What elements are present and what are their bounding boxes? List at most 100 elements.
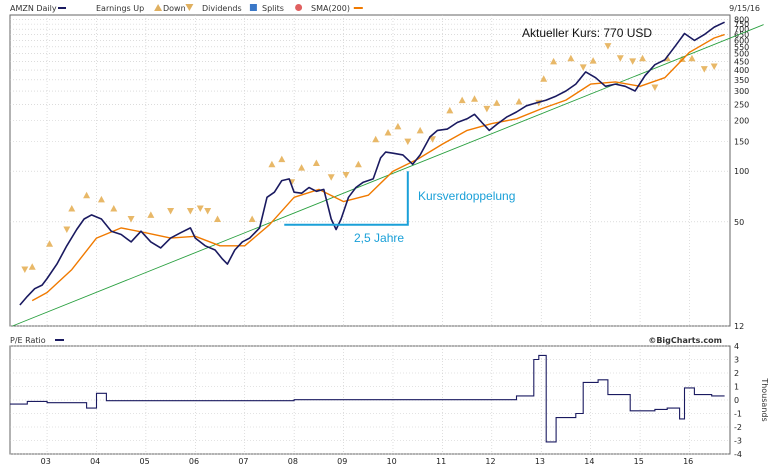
earnings-down-marker bbox=[21, 266, 29, 274]
earnings-up-marker bbox=[298, 164, 306, 171]
earnings-down-marker bbox=[579, 64, 587, 71]
price-line bbox=[19, 21, 725, 306]
price-panel-frame bbox=[9, 14, 731, 327]
period-label: 2,5 Jahre bbox=[354, 231, 404, 245]
earnings-up-marker bbox=[214, 215, 222, 222]
y-tick-label: 250 bbox=[734, 100, 749, 109]
pe-y-tick-label: 4 bbox=[734, 342, 739, 351]
earnings-up-marker bbox=[248, 215, 256, 222]
earnings-up-marker bbox=[493, 99, 501, 106]
legend-label: Splits bbox=[262, 4, 284, 13]
earnings-up-marker bbox=[639, 54, 647, 62]
earnings-up-marker bbox=[97, 195, 105, 203]
x-tick-label: 03 bbox=[41, 457, 51, 466]
x-tick-label: 10 bbox=[387, 457, 397, 466]
pe-panel: P/E Ratio ©BigCharts.com -4 -3 -2 -1 0 1 2 3 4 T… bbox=[9, 336, 769, 459]
earnings-down-marker bbox=[700, 66, 708, 73]
earnings-up-marker bbox=[446, 106, 454, 114]
x-tick-label: 15 bbox=[634, 457, 644, 466]
earnings-up-marker bbox=[83, 191, 91, 199]
pe-y-axis: -4 -3 -2 -1 0 1 2 3 4 bbox=[734, 342, 742, 459]
earnings-down-marker bbox=[483, 105, 491, 113]
earnings-down-marker bbox=[186, 207, 194, 215]
pe-y-tick-label: -3 bbox=[734, 437, 742, 446]
earnings-up-marker bbox=[471, 95, 479, 102]
triangle-up-icon bbox=[154, 4, 163, 11]
chart-date: 9/15/16 bbox=[729, 4, 760, 13]
pe-y-tick-label: -4 bbox=[734, 450, 742, 459]
y-tick-label: 550 bbox=[734, 43, 749, 52]
earnings-up-marker bbox=[394, 122, 402, 130]
x-tick-label: 09 bbox=[337, 457, 347, 466]
earnings-up-marker bbox=[540, 75, 548, 82]
legend: Earnings Up Down Dividends Splits SMA(200) bbox=[96, 4, 363, 13]
earnings-down-marker bbox=[629, 58, 637, 65]
pe-y-tick-label: -2 bbox=[734, 423, 742, 432]
x-tick-label: 04 bbox=[90, 457, 100, 466]
pe-line bbox=[10, 354, 725, 443]
earnings-up-marker bbox=[567, 54, 575, 62]
y-tick-label: 700 bbox=[734, 25, 749, 34]
earnings-down-marker bbox=[342, 171, 350, 179]
earnings-up-marker bbox=[384, 128, 392, 136]
pe-y-tick-label: 0 bbox=[734, 396, 739, 405]
x-tick-label: 06 bbox=[189, 457, 199, 466]
price-panel: 12 50 100 150 200 250 300 350400450500550600650… bbox=[9, 14, 764, 331]
y-tick-label: 350 bbox=[734, 76, 749, 85]
x-axis: 03 04 05 06 07 08 09 10 11 12 13 14 15 16 bbox=[41, 457, 694, 466]
earnings-down-marker bbox=[327, 174, 335, 181]
earnings-down-marker bbox=[196, 205, 204, 213]
price-grid bbox=[10, 15, 730, 327]
pe-title: P/E Ratio bbox=[10, 336, 46, 345]
y-tick-label: 400 bbox=[734, 66, 749, 75]
y-tick-label: 200 bbox=[734, 117, 749, 126]
symbol-label: AMZN Daily bbox=[10, 4, 57, 13]
earnings-up-marker bbox=[372, 135, 380, 143]
earnings-down-marker bbox=[710, 63, 718, 70]
legend-label: Earnings Up bbox=[96, 4, 144, 13]
pe-grid bbox=[10, 345, 730, 455]
legend-label: SMA(200) bbox=[311, 4, 350, 13]
y-tick-label: 12 bbox=[734, 322, 744, 331]
pe-y-tick-label: 3 bbox=[734, 356, 739, 365]
y-tick-label: 100 bbox=[734, 167, 749, 176]
brand-label: ©BigCharts.com bbox=[648, 336, 722, 345]
earnings-down-marker bbox=[651, 84, 659, 91]
legend-label: Dividends bbox=[202, 4, 242, 13]
earnings-down-marker bbox=[616, 55, 624, 62]
x-tick-label: 05 bbox=[140, 457, 150, 466]
earnings-up-marker bbox=[110, 205, 118, 212]
pe-series-group bbox=[10, 354, 725, 443]
earnings-up-marker bbox=[268, 160, 276, 168]
x-tick-label: 16 bbox=[683, 457, 693, 466]
doubling-label: Kursverdoppelung bbox=[418, 189, 515, 203]
x-tick-label: 11 bbox=[436, 457, 446, 466]
earnings-down-marker bbox=[604, 43, 612, 50]
pe-units-label: Thousands bbox=[760, 377, 769, 421]
y-tick-label: 800 bbox=[734, 15, 749, 24]
pe-y-tick-label: 2 bbox=[734, 369, 739, 378]
y-tick-label: 150 bbox=[734, 138, 749, 147]
earnings-down-marker bbox=[404, 138, 412, 146]
earnings-down-marker bbox=[127, 215, 135, 223]
earnings-up-marker bbox=[354, 160, 362, 168]
split-circle-icon bbox=[295, 4, 303, 11]
earnings-up-marker bbox=[688, 54, 696, 62]
pe-y-tick-label: 1 bbox=[734, 383, 739, 392]
earnings-up-marker bbox=[515, 97, 523, 105]
triangle-down-icon bbox=[185, 4, 194, 11]
earnings-down-marker bbox=[429, 136, 437, 143]
legend-label: Down bbox=[163, 4, 186, 13]
doubling-bracket bbox=[284, 171, 409, 226]
x-tick-label: 07 bbox=[238, 457, 248, 466]
x-tick-label: 13 bbox=[535, 457, 545, 466]
earnings-down-marker bbox=[204, 207, 212, 215]
annotations: Aktueller Kurs: 770 USD Kursverdoppelung… bbox=[284, 26, 652, 245]
earnings-up-marker bbox=[278, 155, 286, 163]
earnings-down-marker bbox=[167, 207, 175, 215]
y-tick-label: 500 bbox=[734, 50, 749, 59]
earnings-up-marker bbox=[147, 211, 155, 218]
price-series-group bbox=[12, 21, 764, 327]
earnings-up-marker bbox=[28, 263, 36, 270]
y-tick-label: 600 bbox=[734, 36, 749, 45]
